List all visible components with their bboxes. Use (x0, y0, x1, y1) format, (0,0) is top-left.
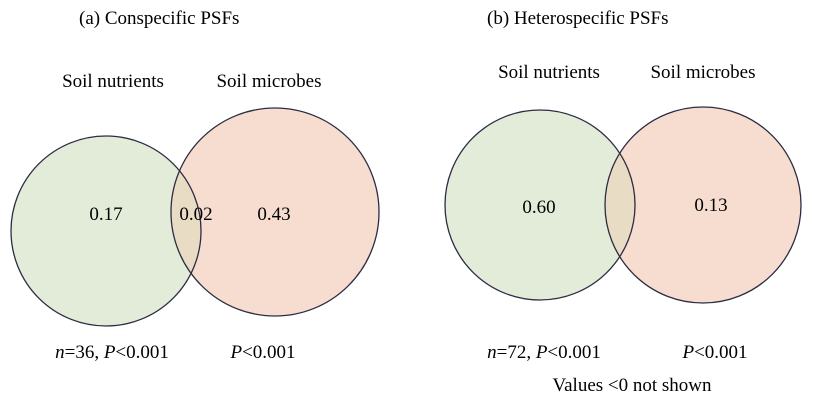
panel-a-overlap-value: 0.02 (179, 204, 213, 225)
panel-a-microbes-value: 0.43 (257, 204, 291, 225)
microbes-circle-b (605, 107, 801, 303)
panel-b-stats-right: P<0.001 (682, 342, 748, 363)
panel-a-nutrients-label: Soil nutrients (62, 71, 164, 92)
nutrients-outline-a (10, 135, 202, 327)
panel-b-nutrients-value: 0.60 (522, 197, 556, 218)
panel-a-microbes-label: Soil microbes (216, 71, 322, 92)
panel-b-nutrients-label: Soil nutrients (498, 62, 600, 83)
panel-a-stats-left: n=36, P<0.001 (55, 342, 169, 363)
microbes-outline-b (604, 106, 802, 304)
microbes-outline-a (170, 107, 380, 317)
nutrients-circle-b (445, 110, 635, 300)
panel-b-microbes-value: 0.13 (694, 195, 728, 216)
panel-b-stats-left: n=72, P<0.001 (487, 342, 601, 363)
panel-b-title: (b) Heterospecific PSFs (487, 8, 669, 29)
footnote: Values <0 not shown (552, 375, 712, 396)
panel-a-stats-right: P<0.001 (230, 342, 296, 363)
panel-a-nutrients-value: 0.17 (89, 204, 123, 225)
microbes-circle-a (171, 108, 379, 316)
nutrients-outline-b (444, 109, 636, 301)
panel-a-title: (a) Conspecific PSFs (79, 8, 240, 29)
panel-b-microbes-label: Soil microbes (650, 62, 756, 83)
nutrients-circle-a (11, 136, 201, 326)
